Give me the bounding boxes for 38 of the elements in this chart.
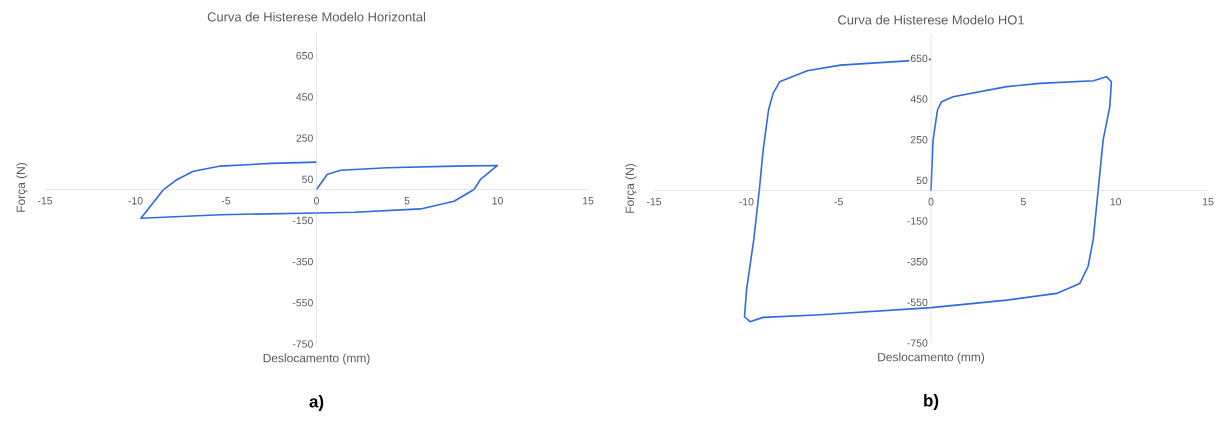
y-tick-label: 450 [910,95,928,103]
x-tick-label: 5 [404,197,410,205]
x-tick-label: -5 [834,198,843,206]
y-tick-label: -150 [907,217,928,225]
y-axis-title: Força (N) [16,163,28,212]
x-tick-label: -10 [128,197,143,205]
y-tick-label: 450 [296,93,313,101]
y-tick-label: -350 [292,257,313,266]
y-tick-label: 50 [302,175,313,183]
x-tick-label: 15 [582,197,594,205]
x-tick-label: -10 [739,198,754,206]
y-tick-label: 50 [916,176,928,185]
y-tick-label: -350 [907,257,928,266]
chart-title: Curva de Histerese Modelo Horizontal [207,11,426,22]
x-tick-label: 0 [314,197,320,205]
y-tick-label: 250 [910,136,928,144]
text: a) [309,395,324,411]
y-tick-label: -750 [292,340,313,348]
x-tick-label: 10 [1110,198,1122,206]
text: b) [924,394,939,410]
x-tick-label: -15 [646,198,662,206]
y-tick-label: -550 [907,298,928,307]
chart-title: Curva de Histerese Modelo HO1 [838,14,1024,25]
x-tick-label: -15 [37,197,53,205]
y-tick-label: 650 [910,54,928,63]
x-tick-label: -5 [221,197,231,205]
x-tick-label: 10 [492,197,503,205]
y-tick-label: 650 [296,52,313,60]
y-tick-label: -550 [292,299,313,307]
x-axis-title: Deslocamento (mm) [263,353,370,365]
y-tick-label: -150 [292,216,313,225]
x-tick-label: 5 [1020,198,1026,206]
x-axis-title: Deslocamento (mm) [878,352,985,364]
y-tick-label: 250 [296,134,313,142]
x-tick-label: 15 [1203,198,1214,206]
x-tick-label: 0 [928,198,934,206]
y-axis-title: Força (N) [625,164,637,213]
y-tick-label: -750 [907,339,928,347]
